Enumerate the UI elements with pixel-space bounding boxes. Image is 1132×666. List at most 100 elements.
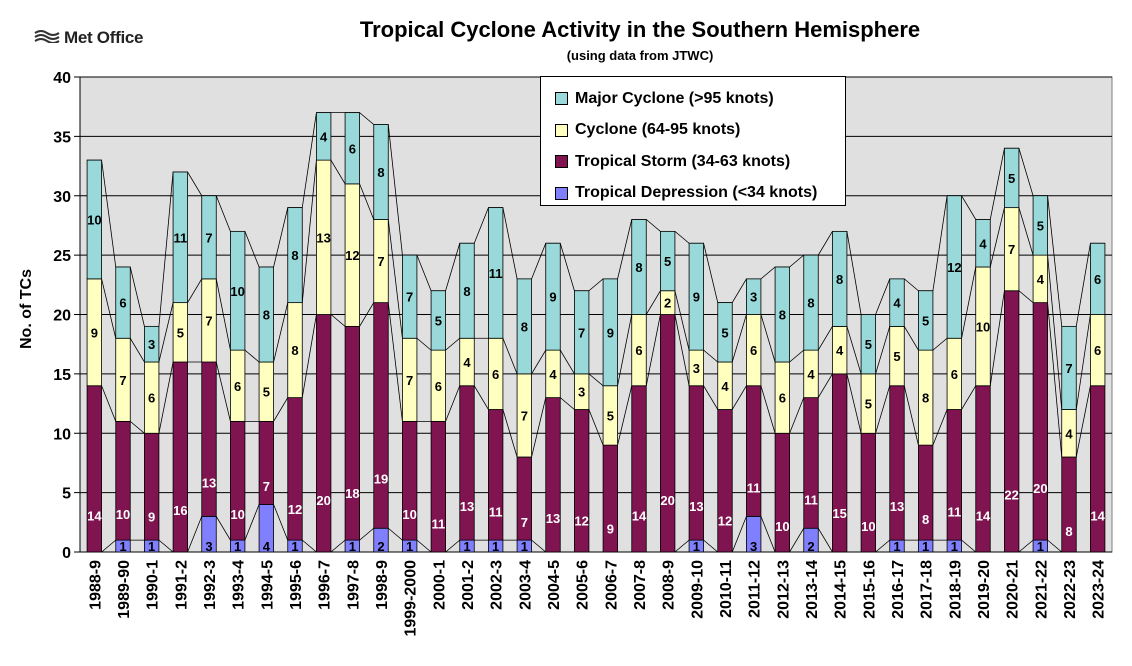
y-tick-label: 0	[62, 545, 71, 562]
data-label: 7	[377, 254, 384, 269]
data-label: 5	[435, 313, 442, 328]
bar-segment	[115, 266, 131, 339]
y-tick-label: 20	[53, 308, 71, 325]
y-tick-label: 25	[53, 248, 71, 265]
legend-swatch	[555, 123, 568, 137]
data-label: 9	[607, 325, 614, 340]
x-tick-label: 2011-12	[747, 560, 764, 618]
x-tick-label: 2005-6	[575, 560, 592, 610]
data-label: 8	[779, 308, 786, 323]
bar-segment	[688, 242, 704, 351]
bar-segment	[660, 314, 676, 553]
legend-swatch	[555, 92, 568, 106]
bar-segment	[316, 314, 332, 553]
x-tick-label: 1996-7	[317, 560, 334, 610]
bar-segment	[660, 230, 676, 292]
data-label: 4	[807, 367, 815, 382]
data-label: 20	[660, 493, 674, 508]
data-label: 4	[836, 343, 844, 358]
bar-segment	[1090, 385, 1106, 553]
bar-segment	[430, 420, 446, 553]
bar-segment	[803, 397, 819, 529]
x-tick-label: 1992-3	[202, 560, 219, 610]
data-label: 11	[489, 266, 503, 281]
data-label: 1	[349, 539, 356, 554]
x-tick-label: 2014-15	[833, 560, 850, 619]
x-tick-label: 1989-90	[116, 560, 133, 619]
legend-item: Tropical Storm (34-63 knots)	[555, 146, 845, 178]
bar-segment	[975, 219, 991, 268]
data-label: 10	[976, 319, 990, 334]
data-label: 7	[1008, 242, 1015, 257]
data-label: 1	[406, 539, 413, 554]
x-tick-label: 2012-13	[775, 560, 792, 619]
data-label: 8	[463, 284, 470, 299]
data-label: 11	[747, 481, 761, 496]
x-tick-label: 1997-8	[345, 560, 362, 610]
data-label: 7	[578, 325, 585, 340]
data-label: 3	[693, 361, 700, 376]
data-label: 8	[836, 272, 843, 287]
bar-segment	[889, 385, 905, 541]
data-label: 4	[263, 539, 271, 554]
bar-segment	[1090, 242, 1106, 315]
bar-segment	[1004, 147, 1020, 209]
data-label: 9	[91, 325, 98, 340]
x-tick-label: 2015-16	[861, 560, 878, 619]
met-office-wave-icon	[34, 28, 60, 48]
bar-segment	[717, 409, 733, 553]
data-label: 9	[693, 290, 700, 305]
bar-segment	[631, 219, 647, 315]
data-label: 4	[721, 379, 729, 394]
data-label: 5	[893, 349, 900, 364]
bar-segment	[287, 207, 303, 304]
data-label: 13	[460, 499, 474, 514]
data-label: 7	[1065, 361, 1072, 376]
data-label: 7	[406, 373, 413, 388]
data-label: 20	[1033, 481, 1047, 496]
data-label: 6	[349, 141, 356, 156]
data-label: 11	[431, 516, 445, 531]
bar-segment	[803, 254, 819, 351]
data-label: 15	[832, 506, 846, 521]
x-tick-label: 2007-8	[632, 560, 649, 610]
bar-segment	[1004, 290, 1020, 553]
bar-segment	[860, 314, 876, 375]
data-label: 14	[87, 508, 102, 523]
data-label: 7	[205, 313, 212, 328]
x-tick-label: 2019-20	[976, 560, 993, 619]
x-tick-label: 2022-23	[1062, 560, 1079, 619]
legend-swatch	[555, 155, 568, 169]
x-tick-label: 1993-4	[231, 560, 248, 610]
bar-segment	[86, 159, 102, 280]
data-label: 13	[202, 475, 216, 490]
bar-segment	[459, 242, 475, 339]
data-label: 22	[1004, 488, 1018, 503]
data-label: 6	[234, 379, 241, 394]
data-label: 1	[693, 539, 700, 554]
x-tick-label: 2003-4	[517, 560, 534, 610]
bar-segment	[574, 290, 590, 375]
data-label: 8	[291, 343, 298, 358]
data-label: 3	[148, 337, 155, 352]
y-tick-label: 40	[53, 70, 71, 87]
data-label: 4	[320, 129, 328, 144]
data-label: 8	[922, 512, 929, 527]
data-label: 6	[1094, 272, 1101, 287]
series-connector-line	[87, 159, 1105, 410]
data-label: 6	[1094, 343, 1101, 358]
x-tick-label: 2006-7	[603, 560, 620, 610]
x-tick-label: 2017-18	[919, 560, 936, 619]
bar-segment	[774, 266, 790, 363]
data-label: 14	[632, 508, 647, 523]
bar-segment	[488, 409, 504, 541]
data-label: 8	[922, 391, 929, 406]
data-label: 11	[489, 504, 503, 519]
data-label: 8	[1065, 524, 1072, 539]
data-label: 11	[173, 230, 187, 245]
data-label: 11	[804, 493, 818, 508]
legend-label: Major Cyclone (>95 knots)	[575, 89, 774, 107]
data-label: 5	[664, 254, 671, 269]
x-tick-label: 2010-11	[718, 560, 735, 618]
data-label: 5	[1037, 218, 1044, 233]
